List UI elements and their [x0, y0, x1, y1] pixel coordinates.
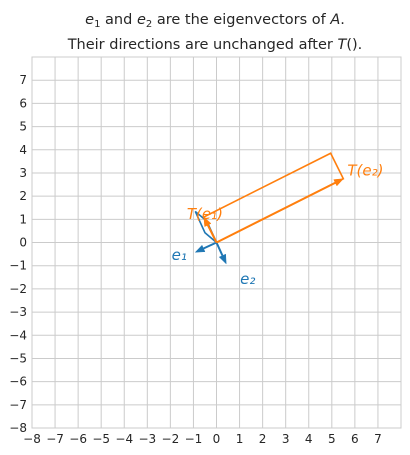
- x-tick-label: 2: [259, 432, 267, 446]
- y-tick-label: 4: [19, 143, 27, 157]
- y-tick-label: −4: [9, 328, 27, 342]
- vector-Te2-head: [333, 178, 344, 187]
- y-tick-label: 7: [19, 73, 27, 87]
- vector-label-Te1: T(e₁): [187, 205, 223, 223]
- labels-layer: e₂ e₁ T(e₁) T(e₂): [172, 162, 384, 288]
- x-tick-label: −6: [69, 432, 87, 446]
- x-tick-label: −1: [185, 432, 203, 446]
- vector-label-Te2: T(e₂): [347, 162, 383, 180]
- y-tick-label: −1: [9, 259, 27, 273]
- x-tick-label: 1: [236, 432, 244, 446]
- x-tick-label: −5: [92, 432, 110, 446]
- vector-e2-shaft: [215, 242, 224, 257]
- y-tick-label: −7: [9, 398, 27, 412]
- vector-Te2-shaft: [216, 181, 336, 244]
- x-tick-label: −8: [23, 432, 41, 446]
- x-tick-label: −7: [46, 432, 64, 446]
- y-tick-label: −8: [9, 421, 27, 435]
- vector-label-e2: e₂: [240, 270, 255, 288]
- vector-e1-shaft: [203, 241, 217, 250]
- vector-Te1-head: [203, 216, 212, 227]
- y-tick-label: −5: [9, 351, 27, 365]
- x-tick-label: 5: [328, 432, 336, 446]
- y-tick-label: 1: [19, 212, 27, 226]
- y-tick-label: 3: [19, 166, 27, 180]
- x-tick-label: −3: [138, 432, 156, 446]
- y-tick-label: −3: [9, 305, 27, 319]
- marks-layer: [194, 152, 345, 265]
- y-tick-label: 5: [19, 120, 27, 134]
- vector-e2-head: [218, 253, 227, 265]
- y-tick-label: 0: [19, 236, 27, 250]
- ticks-layer: −8−8 −7 −7 −6 −6 −5 −5 −4 −4 −3 −3 −2 −2 −1 −1 0 0 1 1 2 2 3 3…: [9, 73, 381, 446]
- grid-layer: [31, 56, 402, 429]
- x-tick-label: 0: [213, 432, 221, 446]
- vector-label-e1: e₁: [172, 246, 187, 264]
- chart-title-line-2: Their directions are unchanged after T()…: [67, 37, 363, 53]
- chart-title-line-1: e1 and e2 are the eigenvectors of A.: [85, 12, 345, 30]
- x-tick-label: 7: [374, 432, 382, 446]
- y-tick-label: 6: [19, 96, 27, 110]
- y-tick-label: −6: [9, 375, 27, 389]
- y-tick-label: 2: [19, 189, 27, 203]
- x-tick-label: 6: [351, 432, 359, 446]
- vector-e1-head: [194, 244, 206, 253]
- x-tick-label: 4: [305, 432, 313, 446]
- vector-Te1-shaft: [206, 224, 218, 243]
- x-tick-label: 3: [282, 432, 290, 446]
- x-tick-label: −2: [162, 432, 180, 446]
- y-tick-label: −2: [9, 282, 27, 296]
- x-tick-label: −4: [115, 432, 133, 446]
